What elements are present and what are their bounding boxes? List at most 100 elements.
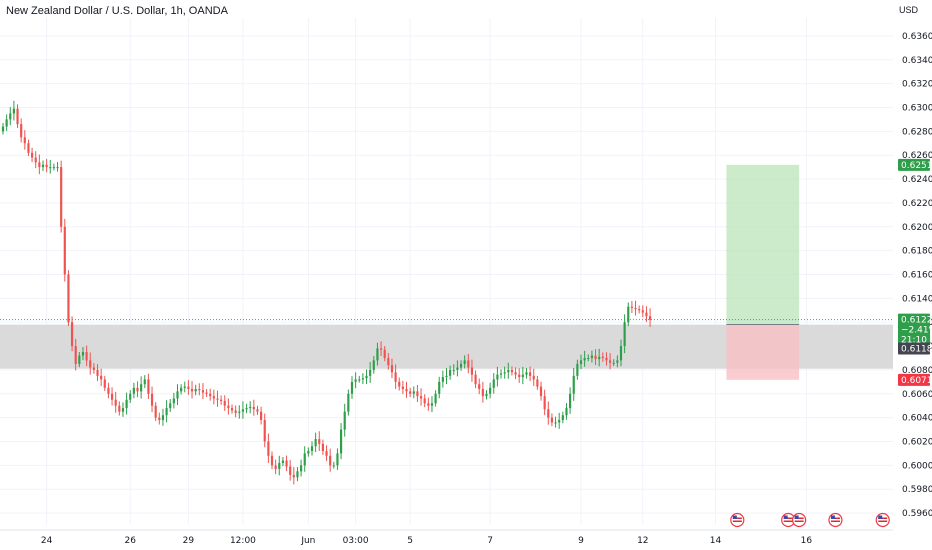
candle-body (9, 113, 12, 120)
candle (41, 160, 45, 171)
x-tick-label: 12:00 (230, 536, 256, 546)
candle (252, 399, 255, 416)
candle-body (332, 465, 335, 467)
candle-body (12, 108, 15, 114)
us-flag-icon[interactable] (875, 512, 890, 528)
candle (630, 300, 633, 314)
candle (285, 455, 288, 472)
candle-body (521, 374, 524, 378)
candle (230, 404, 234, 414)
candle-body (648, 316, 652, 320)
flag-stripe (794, 520, 804, 522)
candle (314, 432, 317, 453)
candle-body (292, 474, 295, 478)
candle (38, 154, 41, 175)
candle-body (350, 381, 354, 394)
candle (401, 380, 404, 395)
candle-body (452, 369, 455, 371)
candle-body (194, 389, 197, 392)
candle (12, 100, 15, 121)
candle (365, 369, 368, 385)
candle-body (154, 405, 157, 418)
candle (456, 360, 459, 377)
candle (20, 118, 23, 143)
candle-body (387, 357, 390, 366)
candle-body (587, 357, 590, 359)
candle (398, 377, 401, 391)
candle-body (150, 393, 154, 406)
candle-body (390, 365, 394, 373)
candle-body (252, 406, 255, 410)
candle-body (605, 357, 608, 361)
candle-body (318, 439, 321, 444)
candle (438, 376, 441, 399)
candle (532, 368, 535, 386)
candle (274, 459, 277, 475)
stop-zone (726, 324, 800, 380)
candle (267, 433, 270, 463)
candle (205, 389, 208, 397)
candle-body (310, 446, 314, 452)
us-flag-icon[interactable] (792, 512, 807, 528)
candle (209, 388, 212, 401)
candle (445, 368, 448, 385)
candle-body (220, 399, 223, 401)
candle (85, 345, 88, 367)
candle-body (118, 405, 121, 412)
candle (1, 122, 5, 135)
candle-body (459, 363, 463, 368)
candle-body (445, 375, 448, 378)
candle (587, 354, 590, 362)
candle (289, 460, 292, 481)
candle (510, 366, 514, 376)
us-flag-icon[interactable] (730, 512, 745, 528)
candle-body (398, 381, 401, 387)
flag-canton (732, 515, 737, 519)
candle (332, 461, 335, 469)
candle (263, 413, 266, 448)
candle (278, 455, 281, 476)
candle-body (205, 392, 208, 394)
candle-body (49, 167, 52, 169)
candle (118, 401, 121, 416)
candle-body (20, 124, 23, 138)
target-price-tag: 0.62519 (898, 158, 932, 171)
candle-body (572, 375, 575, 394)
candle (605, 352, 608, 366)
x-tick-label: 9 (578, 536, 584, 546)
candle-body (303, 453, 306, 466)
candle (220, 395, 223, 405)
candle-body (16, 108, 19, 125)
flag-ring (828, 512, 843, 528)
candle (481, 381, 484, 403)
candle (525, 368, 528, 379)
candle-body (161, 415, 165, 421)
candle-body (230, 408, 234, 411)
candle-body (299, 465, 303, 472)
currency-label[interactable]: USD (898, 5, 918, 15)
candle-body (536, 379, 539, 387)
candle-body (125, 399, 128, 409)
candle-body (412, 391, 415, 394)
candle (325, 445, 328, 461)
candle (190, 381, 194, 399)
stop-price-tag-bg (898, 373, 930, 386)
candle-body (92, 367, 95, 370)
candle-body (416, 391, 419, 397)
candle (594, 349, 597, 365)
candle (361, 373, 364, 384)
candle (619, 339, 623, 367)
candle-body (641, 310, 644, 313)
us-flag-icon[interactable] (828, 512, 843, 528)
candle-body (132, 387, 135, 394)
candle (23, 130, 26, 150)
candle-body (245, 408, 248, 410)
candle (347, 389, 350, 416)
x-tick-label: 7 (487, 536, 493, 546)
entry-price-tag: 0.61181 (898, 342, 932, 355)
